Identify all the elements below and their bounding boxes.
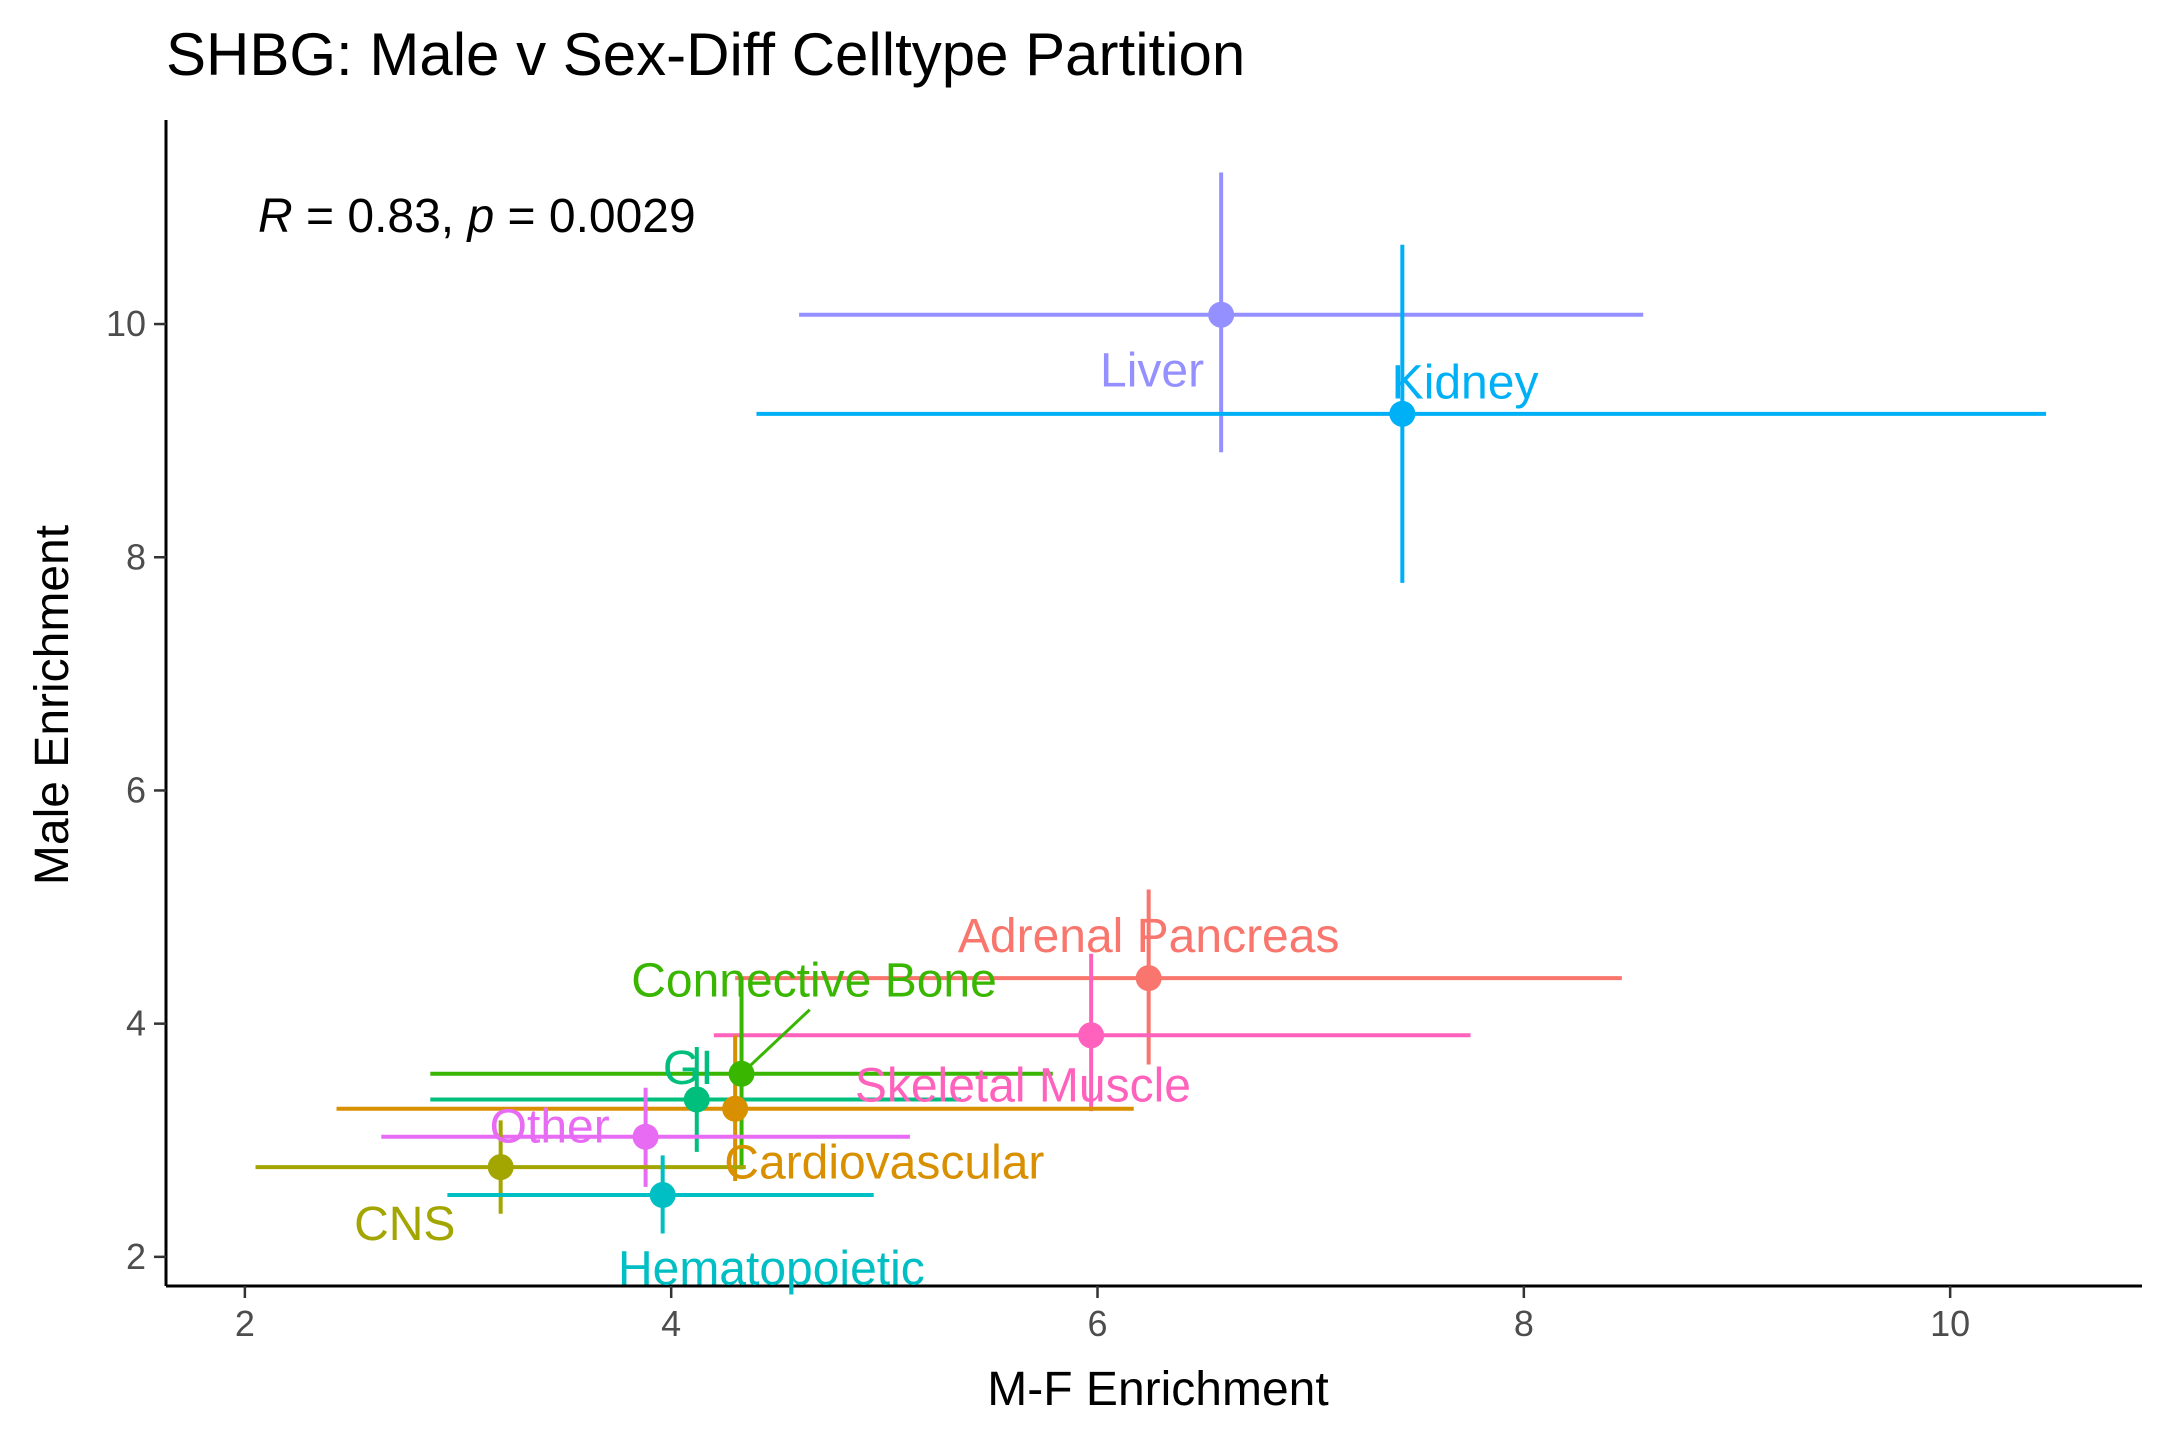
x-tick-label: 4 [661,1303,681,1344]
data-point [722,1095,749,1122]
chart-title: SHBG: Male v Sex-Diff Celltype Partition [166,21,1245,88]
p-value: = 0.0029 [494,190,696,243]
data-point [1135,965,1162,992]
data-point [683,1086,710,1113]
r-symbol: R [258,190,293,243]
point-label: Liver [1100,345,1204,398]
x-tick-label: 10 [1930,1303,1970,1344]
point-label: CNS [354,1198,455,1251]
y-tick-label: 8 [126,536,146,577]
data-point [1078,1022,1105,1049]
x-tick-label: 8 [1514,1303,1534,1344]
data-point [487,1154,514,1181]
y-tick-label: 10 [106,303,146,344]
correlation-annotation: R = 0.83, p = 0.0029 [258,190,696,243]
point-label: Hematopoietic [618,1243,925,1296]
point-labels: Liver Kidney Adrenal Pancreas Skeletal Musc… [354,345,1538,1296]
y-tick-label: 6 [126,769,146,810]
x-axis-title: M-F Enrichment [987,1363,1328,1416]
data-point [1389,400,1416,427]
x-tick-label: 2 [235,1303,255,1344]
label-leader-line [740,1008,811,1075]
p-symbol: p [465,190,494,243]
point-label: Skeletal Muscle [855,1059,1191,1112]
data-point [632,1123,659,1150]
axes: 2 4 6 8 10 2 4 6 8 10 [106,120,2142,1344]
point-label: Kidney [1392,356,1539,409]
data-point [1208,301,1235,328]
point-label: Adrenal Pancreas [958,910,1340,963]
y-tick-label: 2 [126,1236,146,1277]
r-value: = 0.83, [293,190,468,243]
data-point [649,1182,676,1209]
x-tick-label: 6 [1087,1303,1107,1344]
y-axis-title: Male Enrichment [26,525,79,885]
y-tick-label: 4 [126,1003,146,1044]
point-label: Other [490,1100,610,1153]
point-label: Connective Bone [631,955,997,1008]
point-label: Cardiovascular [724,1136,1044,1189]
point-label: GI [663,1042,714,1095]
